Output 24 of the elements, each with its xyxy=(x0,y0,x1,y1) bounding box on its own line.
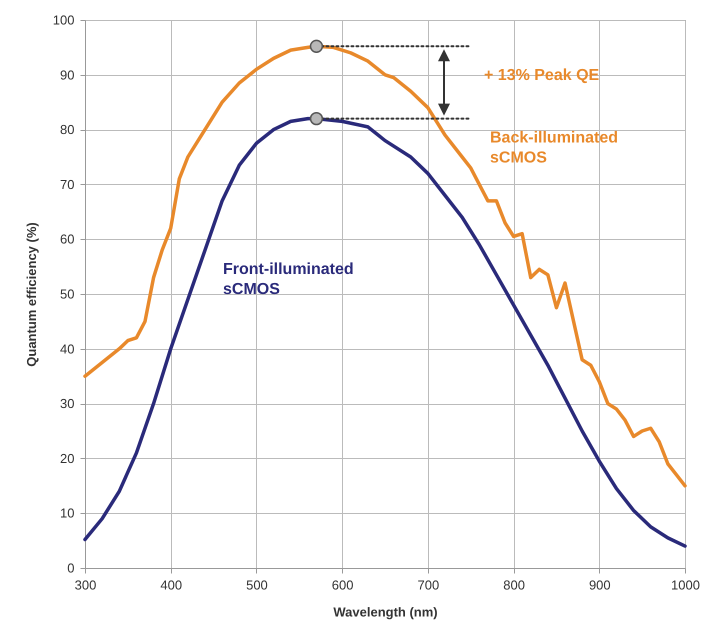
x-tick-label: 600 xyxy=(332,578,354,592)
x-axis-title: Wavelength (nm) xyxy=(333,604,438,620)
y-axis-title: Quantum efficiency (%) xyxy=(24,222,39,367)
x-tick-label: 900 xyxy=(588,578,611,592)
y-tick-label: 90 xyxy=(60,67,74,82)
annotation: + 13% Peak QE xyxy=(484,66,600,84)
y-tick-label: 30 xyxy=(60,396,74,412)
series-label: Front-illuminated sCMOS xyxy=(223,261,354,298)
y-tick-label: 20 xyxy=(60,450,74,466)
y-tick-label: 80 xyxy=(60,122,74,138)
x-tick-label: 300 xyxy=(74,578,96,592)
y-tick-label: 70 xyxy=(60,176,74,192)
y-tick-label: 100 xyxy=(52,12,74,28)
y-tick-label: 40 xyxy=(60,341,74,356)
x-tick-label: 800 xyxy=(503,578,525,592)
x-tick-label: 500 xyxy=(246,578,268,592)
x-tick-label: 400 xyxy=(160,578,182,592)
series-label: Back-illuminated sCMOS xyxy=(490,130,618,167)
y-tick-label: 0 xyxy=(67,560,74,576)
y-tick-label: 60 xyxy=(60,232,74,247)
x-tick-label: 700 xyxy=(418,578,440,592)
y-tick-label: 10 xyxy=(60,506,74,521)
x-tick-label: 1000 xyxy=(671,578,700,592)
y-tick-label: 50 xyxy=(60,286,74,302)
